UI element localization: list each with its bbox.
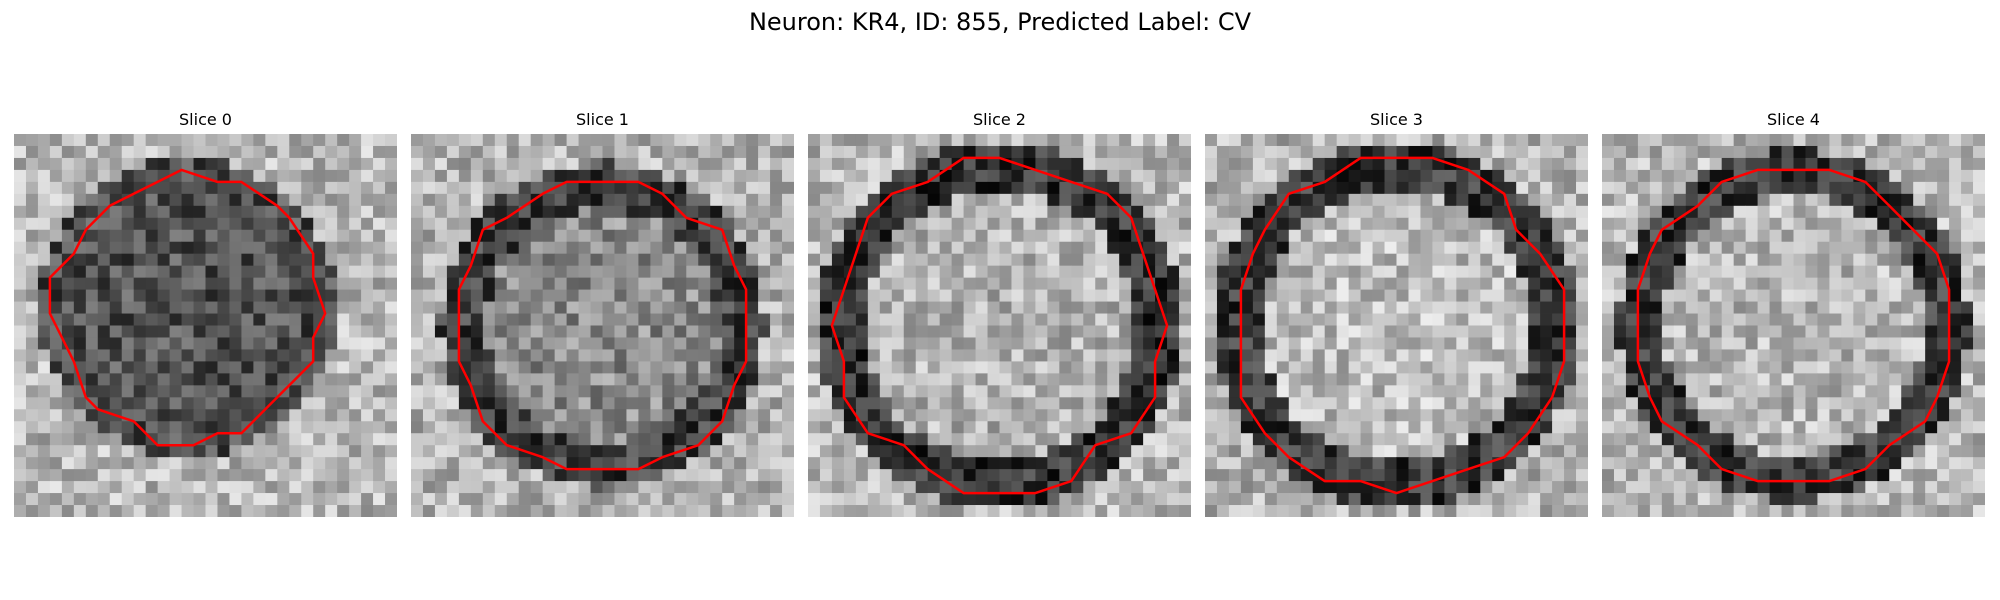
figure-title: Neuron: KR4, ID: 855, Predicted Label: C… <box>748 8 1252 36</box>
slice-image <box>1602 134 1985 517</box>
slice-title: Slice 3 <box>1370 110 1423 129</box>
cell-contour <box>48 168 327 447</box>
pixel-grid <box>411 134 794 517</box>
slice-image <box>808 134 1191 517</box>
slice-title: Slice 1 <box>576 110 629 129</box>
slice-image <box>14 134 397 517</box>
cell-contour <box>457 180 748 471</box>
slice-title: Slice 0 <box>179 110 232 129</box>
slice-title: Slice 2 <box>973 110 1026 129</box>
cell-contour <box>1239 156 1566 495</box>
pixel-grid <box>808 134 1191 517</box>
slice-image <box>1205 134 1588 517</box>
slice-image <box>411 134 794 517</box>
cell-contour <box>1636 168 1951 483</box>
pixel-grid <box>14 134 397 517</box>
slice-title: Slice 4 <box>1767 110 1820 129</box>
pixel-grid <box>1205 134 1588 517</box>
pixel-grid <box>1602 134 1985 517</box>
cell-contour <box>830 156 1169 495</box>
